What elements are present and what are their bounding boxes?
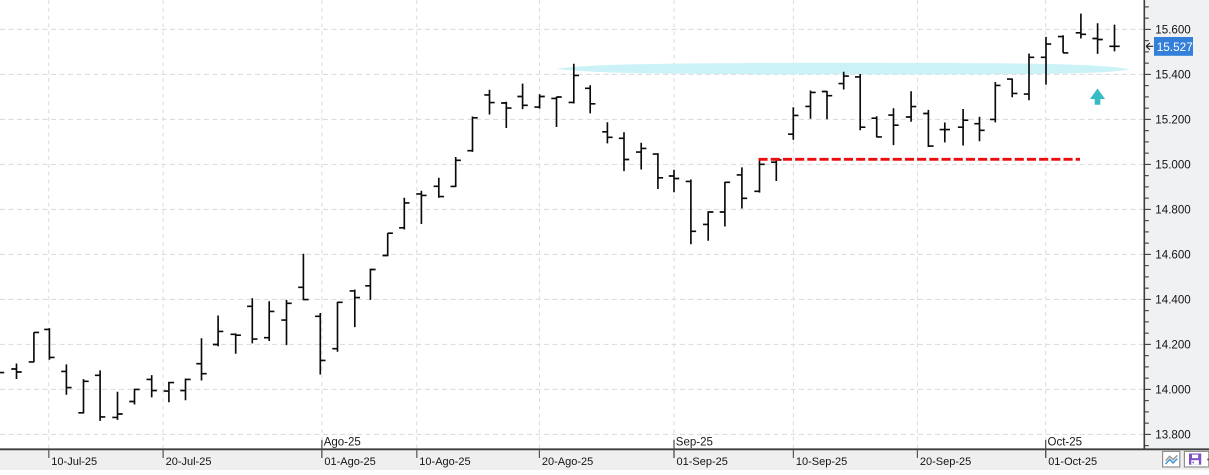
svg-text:10-Ago-25: 10-Ago-25 xyxy=(419,456,470,468)
svg-text:01-Ago-25: 01-Ago-25 xyxy=(324,456,375,468)
svg-text:20-Jul-25: 20-Jul-25 xyxy=(166,456,212,468)
svg-text:15.527: 15.527 xyxy=(1157,40,1193,54)
svg-text:01-Oct-25: 01-Oct-25 xyxy=(1048,456,1097,468)
svg-text:10-Jul-25: 10-Jul-25 xyxy=(51,456,97,468)
svg-text:Oct-25: Oct-25 xyxy=(1048,436,1083,448)
svg-text:14.200: 14.200 xyxy=(1155,339,1190,352)
svg-text:Sep-25: Sep-25 xyxy=(676,436,713,448)
svg-text:10-Sep-25: 10-Sep-25 xyxy=(796,456,847,468)
svg-text:15.400: 15.400 xyxy=(1155,69,1190,82)
svg-text:01-Sep-25: 01-Sep-25 xyxy=(677,456,728,468)
svg-text:14.000: 14.000 xyxy=(1155,384,1190,397)
svg-text:20-Ago-25: 20-Ago-25 xyxy=(542,456,593,468)
svg-text:15.600: 15.600 xyxy=(1155,24,1190,37)
svg-text:14.400: 14.400 xyxy=(1155,294,1190,307)
svg-text:Ago-25: Ago-25 xyxy=(324,436,361,448)
svg-text:20-Sep-25: 20-Sep-25 xyxy=(920,456,971,468)
svg-text:15.200: 15.200 xyxy=(1155,114,1190,127)
svg-text:14.600: 14.600 xyxy=(1155,249,1190,262)
svg-text:15.000: 15.000 xyxy=(1155,159,1190,172)
svg-text:13.800: 13.800 xyxy=(1155,429,1190,442)
svg-text:14.800: 14.800 xyxy=(1155,204,1190,217)
